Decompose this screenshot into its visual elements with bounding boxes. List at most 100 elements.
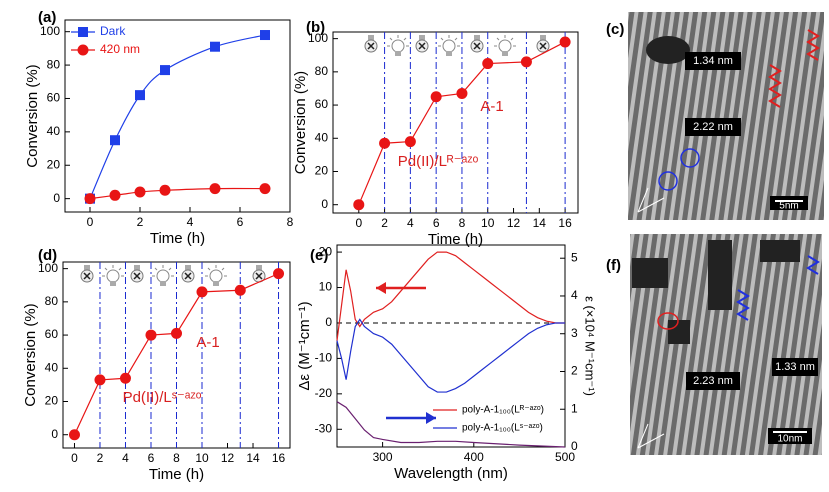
circle-marker [680, 148, 700, 168]
helix-icon [768, 64, 782, 108]
y2-tick-label: 5 [571, 250, 578, 264]
image-text: 1.34 nm [693, 55, 733, 67]
marker [68, 429, 80, 441]
panel-label: (f) [606, 257, 621, 274]
marker [134, 186, 146, 198]
marker [171, 327, 182, 339]
x-tick-label: 2 [97, 451, 104, 465]
legend-label: poly-A-1₁₀₀(Lᴿ⁻ᵃᶻᵒ) [462, 405, 544, 416]
image-text: 1.33 nm [775, 361, 815, 373]
x-tick-label: 12 [221, 451, 235, 465]
image-c: 1.34 nm 2.22 nm 5nm [628, 12, 824, 220]
marker [234, 284, 246, 296]
bulb-on [156, 269, 170, 283]
panel-label: (a) [38, 9, 56, 26]
marker [109, 189, 121, 201]
bulb-base [502, 51, 508, 56]
chart: (e) 300 400 500 -30 -20 -10 0 10 20 0 1 2 3 4 5 Waveleng… [296, 244, 598, 482]
plot-frame [332, 31, 579, 214]
y-tick-label: 60 [45, 327, 59, 341]
panel-label: (b) [306, 19, 325, 36]
marker [119, 372, 131, 384]
x-tick-label: 400 [464, 450, 484, 464]
bulb-base [110, 281, 116, 286]
marker [210, 41, 220, 52]
x-tick-label: 14 [246, 451, 260, 465]
x-tick-label: 16 [558, 216, 572, 230]
legend-marker [77, 44, 89, 56]
marker [110, 135, 120, 146]
bulb-off [419, 35, 425, 40]
x-tick-label: 8 [459, 216, 466, 230]
marker [160, 65, 170, 76]
bulb-off [540, 35, 546, 40]
series-line [336, 251, 565, 341]
bulb-on [106, 269, 120, 283]
bulb-off [185, 265, 191, 270]
dark-region [632, 240, 800, 344]
marker [353, 199, 365, 211]
x-tick-label: 6 [433, 216, 440, 230]
annotation: Pd(II)/Lˢ⁻ᵃᶻᵒ [123, 389, 202, 406]
y-tick-label: 80 [47, 57, 61, 71]
y-tick-label: 60 [47, 91, 61, 105]
x-tick-label: 2 [381, 216, 388, 230]
marker [520, 56, 532, 68]
x-tick-label: 6 [148, 451, 155, 465]
x-axis-label: Time (h) [428, 231, 483, 248]
circle-marker [657, 312, 679, 330]
marker [404, 136, 416, 148]
bulb-cross [133, 272, 141, 280]
y-tick-label: 40 [45, 360, 59, 374]
x-axis-label: Time (h) [149, 466, 204, 483]
bulb-cross [473, 42, 481, 50]
bulb-off [84, 265, 90, 270]
series-line [336, 401, 566, 448]
bulb-ray [207, 267, 211, 271]
y2-axis-label: ε (×10⁴ M⁻¹cm⁻¹) [583, 296, 598, 396]
helix-icon [806, 29, 820, 61]
bulb-ray [104, 267, 108, 271]
x-tick-label: 2 [137, 215, 144, 229]
marker [259, 183, 271, 195]
y2-tick-label: 2 [571, 364, 578, 378]
bulb-off [256, 265, 262, 270]
y-axis-label: Conversion (%) [24, 64, 41, 167]
marker [273, 268, 285, 280]
legend-label: poly-A-1₁₀₀(Lˢ⁻ᵃᶻᵒ) [462, 423, 543, 434]
y-tick-label: 100 [40, 24, 60, 38]
marker [84, 193, 96, 205]
y2-tick-label: 1 [571, 401, 578, 415]
bulb-on [442, 39, 456, 53]
marker [430, 91, 442, 103]
bulb-ray [510, 37, 514, 41]
marker [145, 329, 157, 341]
y-tick-label: 0 [53, 191, 60, 205]
marker [159, 184, 171, 196]
bulb-ray [440, 37, 444, 41]
y-axis-label: Conversion (%) [292, 71, 309, 174]
y-tick-label: 0 [321, 197, 328, 211]
image-text: 2.23 nm [693, 375, 733, 387]
bulb-cross [418, 42, 426, 50]
y-tick-label: 20 [47, 157, 61, 171]
y-axis-label: Conversion (%) [22, 303, 39, 406]
arrow-head [376, 282, 386, 294]
bulb-ray [454, 37, 458, 41]
bulb-ray [389, 37, 393, 41]
label-box [772, 358, 818, 376]
marker [135, 90, 145, 101]
y-tick-label: 80 [45, 294, 59, 308]
bulb-ray [154, 267, 158, 271]
x-tick-label: 8 [173, 451, 180, 465]
marker [196, 286, 208, 298]
marker [379, 137, 391, 149]
label-box [685, 118, 741, 136]
bulb-cross [184, 272, 192, 280]
bulb-cross [539, 42, 547, 50]
angle-icon [637, 187, 665, 213]
bulb-on [209, 269, 223, 283]
bulb-base [446, 51, 452, 56]
x-tick-label: 6 [237, 215, 244, 229]
y-tick-label: 20 [45, 394, 59, 408]
